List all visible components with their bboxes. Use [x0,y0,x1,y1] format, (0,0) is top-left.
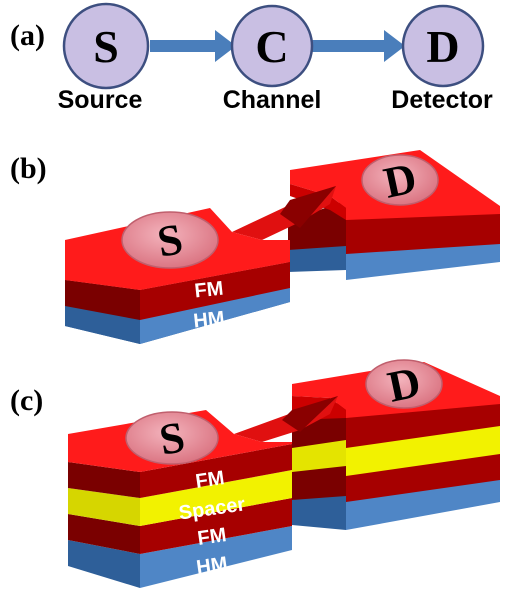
detector-disk [361,154,439,206]
node-channel-caption: Channel [223,86,322,114]
node-detector-letter: D [426,21,459,72]
source-hm-front [140,286,290,344]
source-fm-front [140,262,290,320]
panel-b-layer-hm: HM [192,307,225,332]
panel-c-layer-hm: HM [195,553,229,579]
detector-disk-c [365,359,443,409]
detector-fm-front [346,212,500,254]
source-block-c: S [68,410,292,588]
source-disk-c [125,411,219,465]
node-source: S Source [58,2,150,114]
channel-fm-side [288,200,346,250]
panel-c-layer-fm-bottom: FM [196,524,228,550]
panel-b-label: (b) [10,152,47,185]
source-disk [121,211,219,269]
panel-c: (c) D [10,357,500,588]
detector-block-c: D [292,357,500,530]
panel-c-label: (c) [10,384,43,417]
panel-a: (a) S Source C Channel D Detector [10,2,493,114]
node-source-letter: S [93,21,119,72]
source-fm-side [65,280,140,320]
node-channel-letter: C [255,21,288,72]
panel-b: (b) D S FM HM [10,150,500,344]
source-fm1-front-c [140,444,292,498]
panel-b-layer-fm: FM [193,278,224,303]
panel-a-label: (a) [10,19,45,52]
arrow-channel-to-detector [312,30,405,62]
node-channel: C Channel [223,4,322,114]
source-block: S [65,208,290,344]
detector-spacer-front [346,424,500,476]
node-detector-caption: Detector [391,86,493,114]
arrow-source-to-channel [150,30,236,62]
node-detector: D Detector [391,4,493,114]
panel-c-layer-fm-top: FM [194,467,226,493]
source-fm2-front-c [140,498,292,554]
source-hm-side [65,304,140,344]
detector-block: D [290,150,500,280]
source-hm-front-c [140,526,292,588]
node-source-caption: Source [58,86,143,114]
source-spacer-front-c [140,470,292,526]
